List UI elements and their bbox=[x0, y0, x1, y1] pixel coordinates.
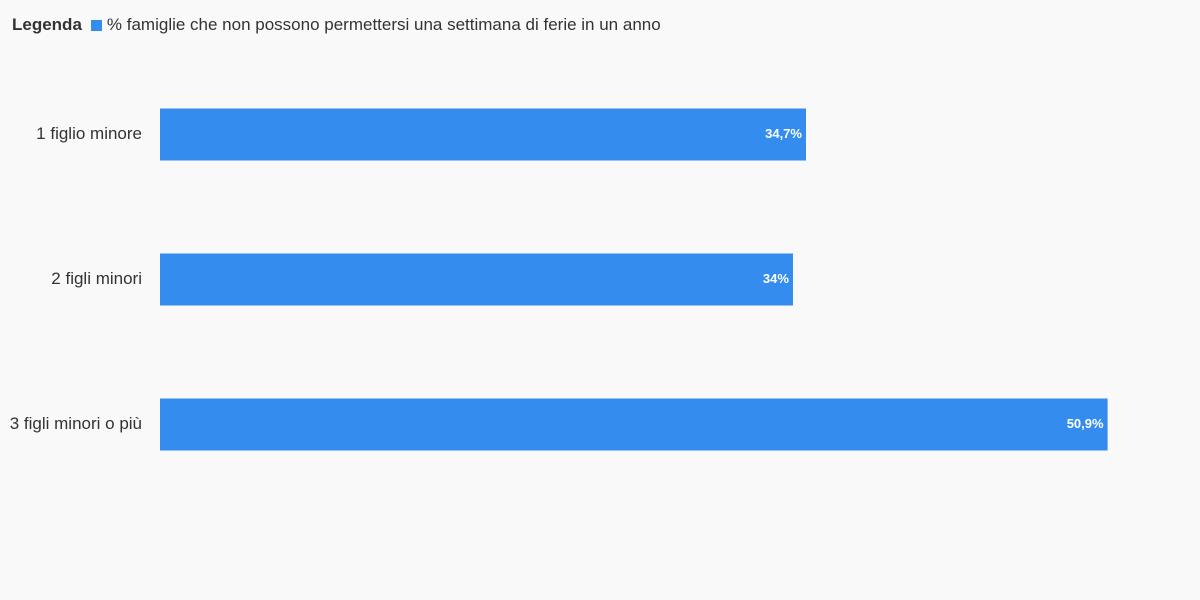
legend-swatch bbox=[90, 19, 102, 31]
legend: Legenda % famiglie che non possono perme… bbox=[12, 14, 661, 36]
bar bbox=[160, 108, 806, 161]
value-label: 34,7% bbox=[765, 126, 802, 141]
bar bbox=[160, 253, 793, 306]
value-label: 34% bbox=[763, 271, 789, 286]
category-label: 2 figli minori bbox=[51, 269, 142, 288]
category-label: 3 figli minori o più bbox=[10, 414, 142, 433]
value-label: 50,9% bbox=[1067, 416, 1104, 431]
legend-title: Legenda bbox=[12, 15, 82, 34]
legend-series-label: % famiglie che non possono permettersi u… bbox=[106, 15, 661, 34]
category-label: 1 figlio minore bbox=[36, 124, 142, 143]
bar bbox=[160, 398, 1108, 451]
